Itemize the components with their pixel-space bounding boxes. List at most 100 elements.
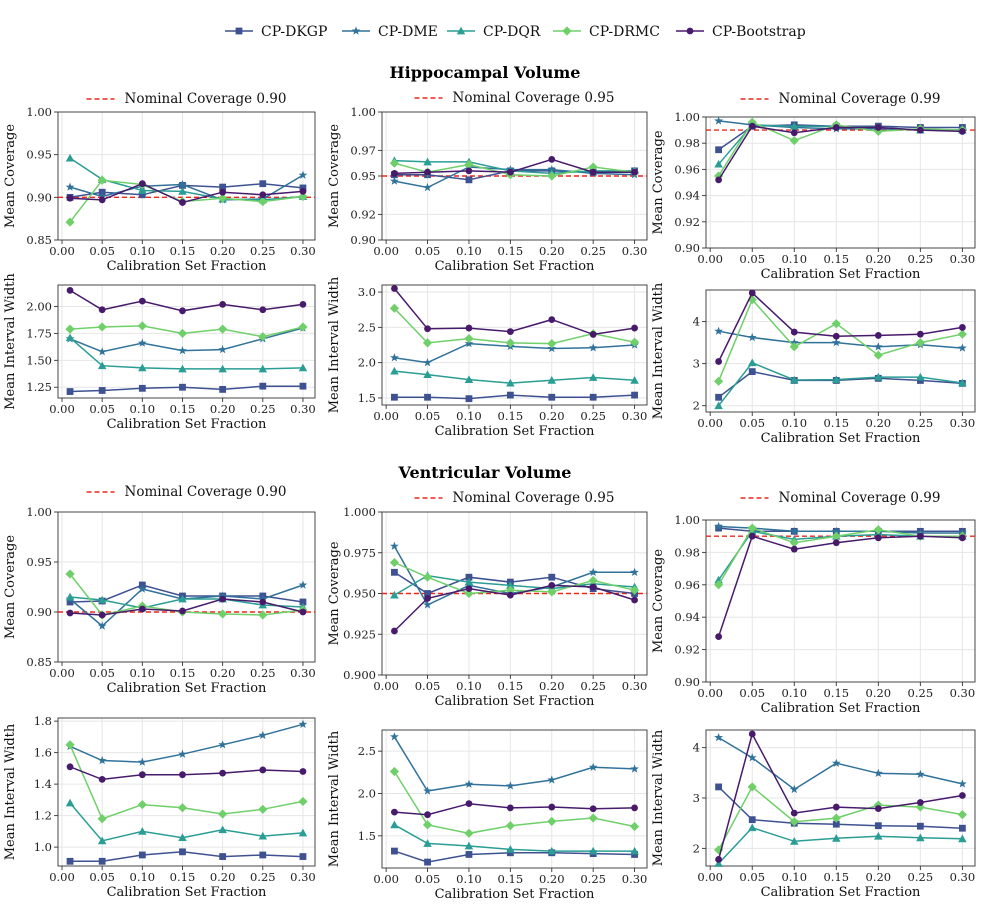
y-tick-label: 2.0 — [358, 786, 376, 800]
section-title-hippocampal: Hippocampal Volume — [390, 63, 581, 82]
data-point — [958, 378, 967, 387]
x-tick-label: 0.00 — [49, 244, 75, 258]
data-point — [714, 326, 723, 335]
data-point — [218, 825, 227, 834]
data-point — [506, 378, 515, 387]
axes-frame — [381, 729, 648, 869]
x-tick-label: 0.20 — [866, 686, 892, 700]
data-point — [790, 129, 798, 137]
data-point — [958, 128, 966, 135]
x-tick-label: 0.20 — [539, 872, 565, 886]
data-point — [391, 847, 398, 855]
legend-label: CP-Bootstrap — [712, 24, 806, 40]
data-point — [589, 805, 597, 813]
series-cp-dqr — [714, 358, 967, 410]
data-point — [464, 779, 474, 788]
x-tick-label: 0.10 — [456, 409, 482, 423]
x-tick-label: 0.20 — [539, 679, 565, 693]
data-point — [299, 608, 307, 616]
y-tick-label: 0.94 — [674, 610, 700, 624]
axes-frame — [381, 284, 648, 406]
data-point — [66, 286, 74, 294]
x-tick-label: 0.15 — [823, 686, 849, 700]
series-line — [717, 530, 963, 581]
x-tick-label: 0.05 — [415, 244, 441, 258]
y-tick-label: 1.6 — [34, 746, 52, 760]
axes-frame — [57, 111, 316, 241]
x-axis-label: Calibration Set Fraction — [435, 887, 595, 902]
x-tick-label: 0.15 — [170, 402, 196, 416]
axes-frame — [705, 289, 976, 413]
data-point — [98, 306, 106, 314]
y-tick-label: 1.0 — [34, 840, 52, 854]
x-axis-label: Calibration Set Fraction — [107, 417, 267, 432]
x-tick-label: 0.15 — [498, 409, 524, 423]
data-point — [299, 382, 307, 390]
legend-marker — [235, 27, 243, 35]
legend-marker — [562, 26, 572, 36]
data-point — [177, 328, 188, 339]
x-tick-label: 0.30 — [950, 416, 976, 430]
data-point — [547, 846, 557, 855]
data-point — [465, 585, 473, 593]
data-point — [506, 581, 515, 589]
x-tick-label: 0.05 — [89, 244, 115, 258]
data-point — [423, 839, 432, 847]
series-line — [717, 535, 963, 637]
data-point — [97, 191, 107, 201]
data-point — [464, 334, 474, 344]
data-point — [789, 338, 799, 347]
legend-item-cp-dme: CP-DME — [342, 24, 438, 40]
axes-frame — [705, 116, 976, 249]
data-point — [424, 325, 431, 333]
data-point — [715, 146, 723, 154]
data-point — [298, 363, 308, 372]
legend-item-cp-dkgp: CP-DKGP — [225, 24, 327, 40]
series-line — [69, 327, 304, 353]
series-cp-drmc — [714, 295, 967, 386]
nominal-legend: Nominal Coverage 0.99 — [740, 91, 940, 107]
x-tick-label: 0.15 — [498, 679, 524, 693]
data-point — [258, 804, 268, 814]
y-tick-label: 1.5 — [358, 391, 376, 405]
y-tick-label: 0.96 — [674, 578, 700, 592]
data-point — [138, 297, 146, 305]
data-point — [832, 820, 840, 828]
data-point — [715, 358, 723, 365]
y-tick-label: 2.5 — [358, 320, 376, 334]
data-point — [465, 176, 473, 184]
x-tick-label: 0.10 — [781, 870, 807, 884]
data-point — [66, 857, 74, 865]
x-tick-label: 0.00 — [373, 679, 399, 693]
data-point — [589, 168, 597, 176]
data-point — [958, 824, 966, 832]
data-point — [874, 534, 882, 542]
legend-marker — [456, 26, 466, 35]
data-point — [831, 758, 841, 767]
x-tick-label: 0.10 — [456, 244, 482, 258]
data-point — [97, 175, 107, 185]
data-point — [832, 332, 840, 340]
x-tick-label: 0.30 — [290, 244, 316, 258]
legend-label: CP-DRMC — [589, 24, 660, 40]
data-point — [629, 585, 640, 595]
chart-ven-cov-095: 0.00 0.05 0.10 0.15 0.20 0.25 0.30 0.900 0.925 0.… — [327, 490, 648, 709]
data-point — [465, 395, 473, 403]
y-tick-label: 1.00 — [26, 105, 52, 119]
data-point — [390, 732, 399, 741]
data-point — [422, 572, 433, 582]
data-point — [715, 393, 723, 401]
data-point — [299, 184, 307, 192]
series-cp-dkgp — [66, 848, 307, 865]
y-tick-label: 0.90 — [674, 675, 700, 689]
x-tick-label: 0.15 — [170, 666, 196, 680]
series-cp-bootstrap — [66, 595, 307, 619]
data-point — [219, 188, 227, 196]
series-line — [69, 723, 304, 763]
data-point — [547, 165, 557, 174]
data-point — [65, 153, 75, 162]
x-axis-label: Calibration Set Fraction — [761, 885, 921, 900]
data-point — [747, 523, 757, 533]
x-tick-label: 0.25 — [250, 870, 276, 884]
x-tick-label: 0.00 — [697, 870, 723, 884]
